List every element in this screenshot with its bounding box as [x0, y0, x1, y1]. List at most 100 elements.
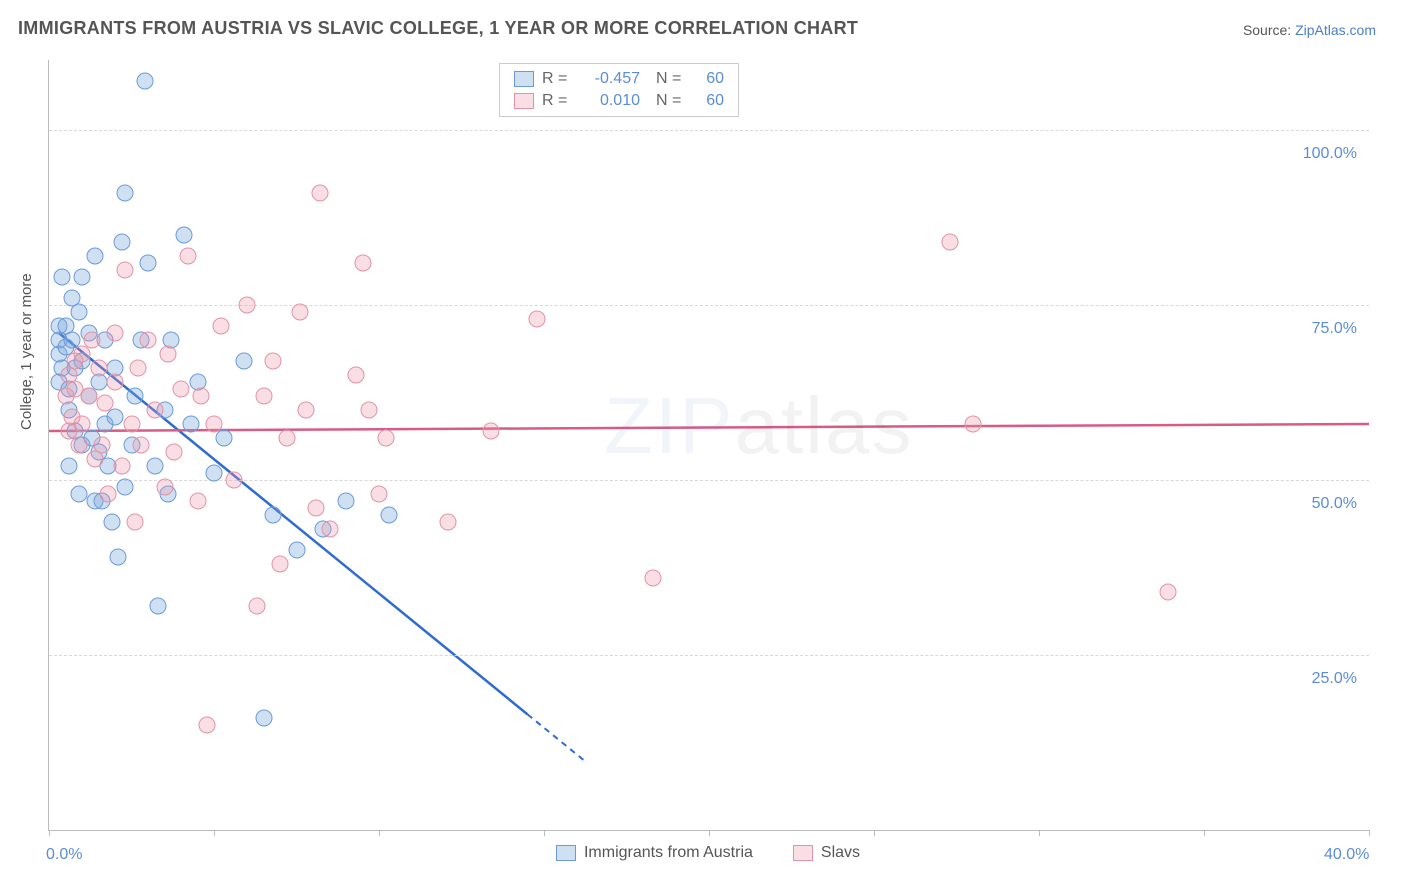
legend-swatch — [793, 845, 813, 861]
scatter-point — [235, 353, 252, 370]
scatter-point — [149, 598, 166, 615]
x-tick — [379, 830, 380, 836]
x-tick — [544, 830, 545, 836]
y-tick-label: 75.0% — [1312, 320, 1357, 338]
x-tick — [709, 830, 710, 836]
scatter-point — [140, 332, 157, 349]
watermark-zip: ZIP — [604, 381, 734, 470]
scatter-point — [321, 521, 338, 538]
scatter-point — [377, 430, 394, 447]
scatter-point — [199, 717, 216, 734]
scatter-point — [311, 185, 328, 202]
scatter-point — [103, 514, 120, 531]
y-tick-label: 50.0% — [1312, 495, 1357, 513]
scatter-point — [192, 388, 209, 405]
x-tick — [214, 830, 215, 836]
scatter-point — [529, 311, 546, 328]
source-link[interactable]: ZipAtlas.com — [1295, 22, 1376, 38]
scatter-point — [87, 248, 104, 265]
scatter-point — [371, 486, 388, 503]
scatter-point — [288, 542, 305, 559]
scatter-point — [1159, 584, 1176, 601]
scatter-point — [74, 269, 91, 286]
scatter-point — [440, 514, 457, 531]
watermark: ZIPatlas — [604, 380, 913, 472]
scatter-point — [140, 255, 157, 272]
scatter-point — [126, 514, 143, 531]
chart-title: IMMIGRANTS FROM AUSTRIA VS SLAVIC COLLEG… — [18, 18, 858, 39]
scatter-point — [100, 486, 117, 503]
r-value: -0.457 — [580, 70, 640, 88]
scatter-point — [70, 304, 87, 321]
scatter-point — [380, 507, 397, 524]
n-label: N = — [656, 70, 686, 88]
r-label: R = — [542, 70, 572, 88]
scatter-point — [90, 360, 107, 377]
scatter-point — [70, 437, 87, 454]
r-label: R = — [542, 92, 572, 110]
scatter-point — [156, 479, 173, 496]
scatter-point — [133, 437, 150, 454]
legend-series-name: Slavs — [821, 844, 860, 862]
x-tick — [1039, 830, 1040, 836]
scatter-point — [113, 234, 130, 251]
scatter-point — [265, 507, 282, 524]
scatter-point — [130, 360, 147, 377]
trend-line-dashed — [528, 714, 584, 760]
gridline — [49, 130, 1369, 131]
correlation-legend: R =-0.457N =60R = 0.010N =60 — [499, 63, 739, 117]
scatter-point — [54, 269, 71, 286]
scatter-point — [60, 423, 77, 440]
scatter-point — [110, 549, 127, 566]
scatter-point — [965, 416, 982, 433]
scatter-point — [206, 416, 223, 433]
y-tick-label: 25.0% — [1312, 670, 1357, 688]
scatter-point — [159, 346, 176, 363]
legend-item: Immigrants from Austria — [556, 844, 753, 862]
scatter-point — [248, 598, 265, 615]
n-label: N = — [656, 92, 686, 110]
scatter-point — [107, 409, 124, 426]
legend-item: Slavs — [793, 844, 860, 862]
scatter-point — [116, 479, 133, 496]
scatter-point — [97, 395, 114, 412]
scatter-point — [225, 472, 242, 489]
legend-swatch — [514, 93, 534, 109]
scatter-point — [70, 486, 87, 503]
scatter-point — [347, 367, 364, 384]
scatter-point — [291, 304, 308, 321]
scatter-point — [354, 255, 371, 272]
y-tick-label: 100.0% — [1303, 145, 1357, 163]
source-prefix: Source: — [1243, 22, 1295, 38]
n-value: 60 — [694, 70, 724, 88]
scatter-point — [80, 388, 97, 405]
legend-swatch — [514, 71, 534, 87]
x-tick — [1369, 830, 1370, 836]
x-tick — [1204, 830, 1205, 836]
scatter-point — [83, 332, 100, 349]
n-value: 60 — [694, 92, 724, 110]
legend-stat-row: R = 0.010N =60 — [500, 90, 738, 112]
legend-swatch — [556, 845, 576, 861]
scatter-point — [107, 374, 124, 391]
scatter-point — [483, 423, 500, 440]
scatter-point — [215, 430, 232, 447]
gridline — [49, 480, 1369, 481]
scatter-point — [278, 430, 295, 447]
scatter-point — [298, 402, 315, 419]
scatter-point — [644, 570, 661, 587]
x-tick-label: 0.0% — [46, 846, 82, 864]
scatter-point — [255, 388, 272, 405]
source-credit: Source: ZipAtlas.com — [1243, 22, 1376, 38]
scatter-point — [107, 325, 124, 342]
scatter-point — [166, 444, 183, 461]
scatter-point — [136, 73, 153, 90]
scatter-point — [123, 416, 140, 433]
scatter-point — [173, 381, 190, 398]
scatter-point — [206, 465, 223, 482]
scatter-point — [146, 458, 163, 475]
gridline — [49, 655, 1369, 656]
scatter-point — [255, 710, 272, 727]
legend-stat-row: R = -0.457 N = 60 — [500, 68, 738, 90]
legend-series-name: Immigrants from Austria — [584, 844, 753, 862]
